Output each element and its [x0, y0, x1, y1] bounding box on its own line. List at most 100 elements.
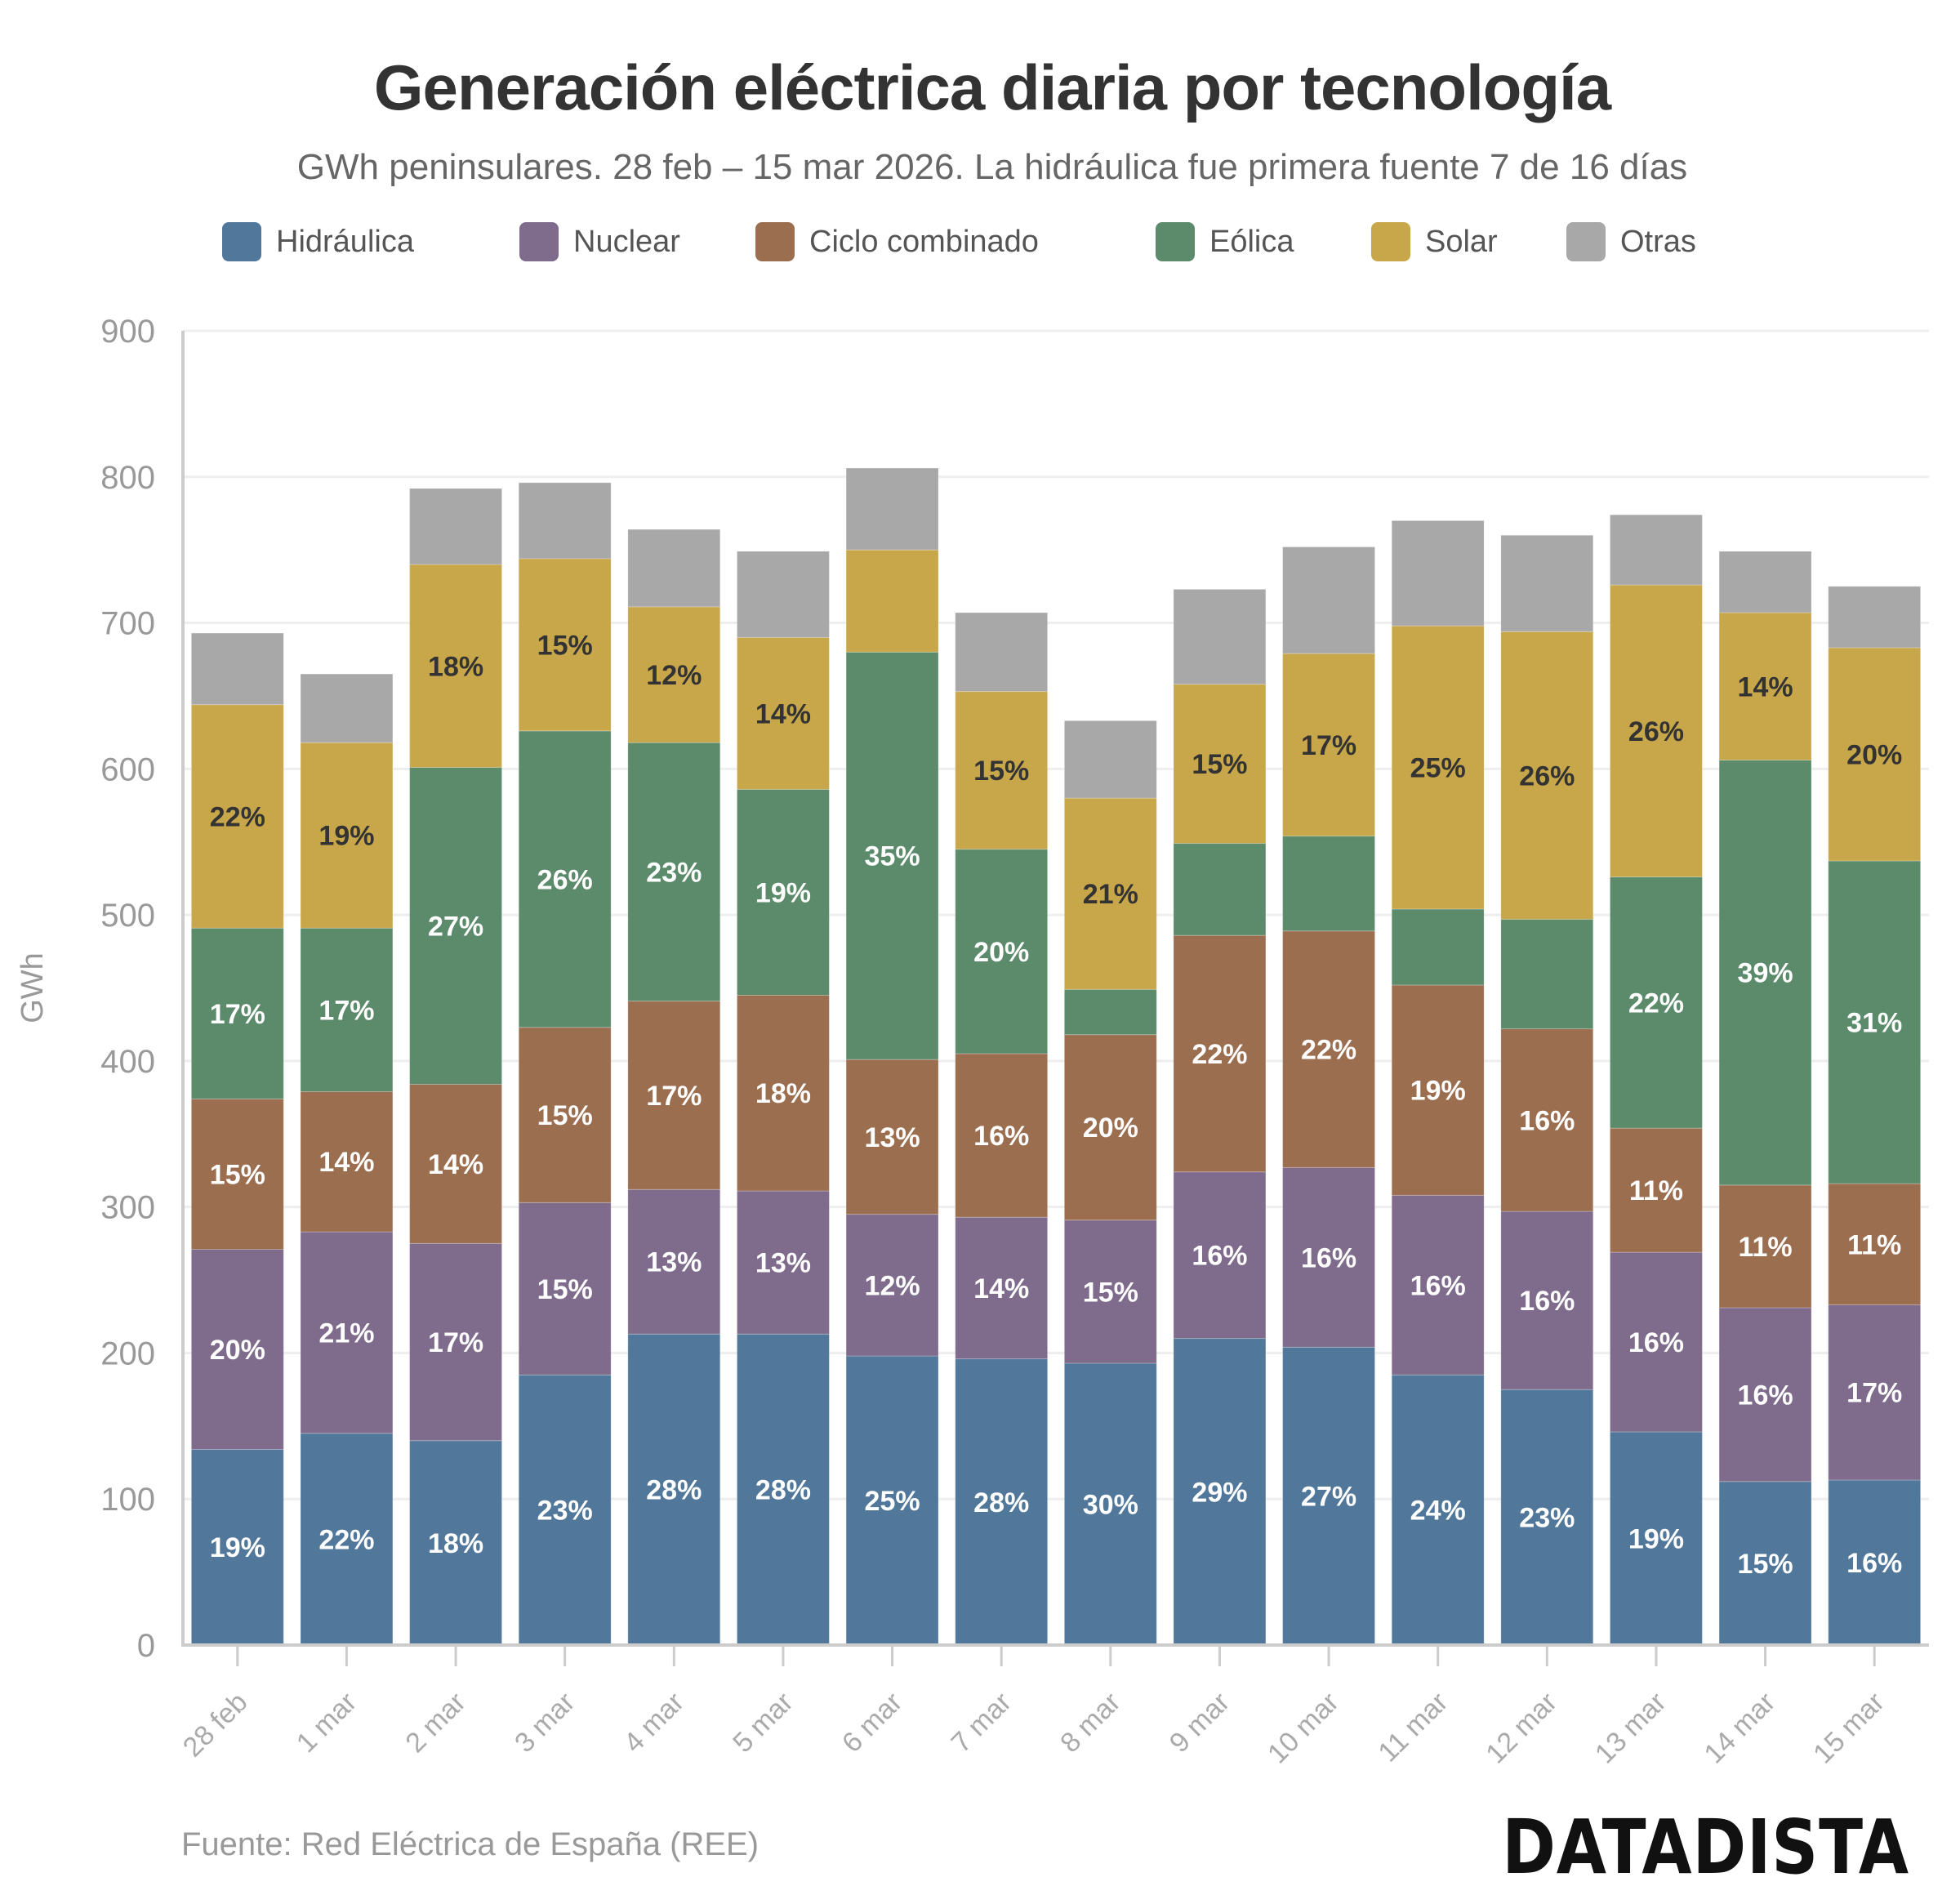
bar-segment-nuclear[interactable]	[1391, 1194, 1485, 1376]
bar-segment-nuclear[interactable]	[736, 1190, 830, 1335]
bar-segment-solar[interactable]	[1063, 797, 1157, 990]
bar-segment-otras[interactable]	[736, 551, 830, 638]
bar-segment-ciclo-combinado[interactable]	[300, 1090, 394, 1233]
y-tick-label: 400	[100, 1044, 155, 1080]
bar-segment-solar[interactable]	[1173, 684, 1267, 845]
bar-segment-solar[interactable]	[1609, 584, 1703, 878]
bar-segment-otras[interactable]	[409, 488, 503, 565]
data-label: 17%	[646, 1081, 702, 1112]
bar-segment-otras[interactable]	[1828, 586, 1922, 649]
bar-segment-hidraulica[interactable]	[1718, 1481, 1812, 1646]
bar-segment-nuclear[interactable]	[300, 1231, 394, 1434]
bar-segment-hidraulica[interactable]	[1173, 1338, 1267, 1646]
bar-segment-eolica[interactable]	[1063, 988, 1157, 1036]
bar-segment-otras[interactable]	[1609, 514, 1703, 586]
x-tick-label: 7 mar	[946, 1687, 1018, 1759]
bar-segment-ciclo-combinado[interactable]	[1063, 1034, 1157, 1221]
bar-segment-nuclear[interactable]	[409, 1242, 503, 1442]
bar-segment-ciclo-combinado[interactable]	[627, 1001, 721, 1190]
bar-segment-otras[interactable]	[845, 467, 939, 551]
bar-segment-eolica[interactable]	[955, 849, 1049, 1055]
bar-segment-eolica[interactable]	[1500, 918, 1594, 1030]
bar-segment-hidraulica[interactable]	[1828, 1479, 1922, 1646]
bar-segment-eolica[interactable]	[736, 788, 830, 996]
bar-segment-nuclear[interactable]	[1063, 1219, 1157, 1364]
bar-segment-ciclo-combinado[interactable]	[1282, 930, 1376, 1168]
bar-segment-hidraulica[interactable]	[409, 1440, 503, 1646]
bar-segment-nuclear[interactable]	[1173, 1171, 1267, 1340]
bar-segment-hidraulica[interactable]	[1391, 1374, 1485, 1646]
bar-segment-solar[interactable]	[409, 564, 503, 769]
bar-segment-eolica[interactable]	[190, 927, 284, 1099]
bar-segment-eolica[interactable]	[518, 730, 612, 1028]
bar-segment-otras[interactable]	[1391, 519, 1485, 626]
bar-segment-ciclo-combinado[interactable]	[1500, 1028, 1594, 1212]
bar-segment-otras[interactable]	[518, 482, 612, 560]
bar-segment-eolica[interactable]	[1282, 836, 1376, 932]
bar-segment-otras[interactable]	[955, 612, 1049, 693]
bar-segment-nuclear[interactable]	[190, 1249, 284, 1450]
legend-label: Solar	[1425, 224, 1498, 259]
legend-item[interactable]: Solar	[1371, 219, 1498, 265]
bar-segment-eolica[interactable]	[845, 651, 939, 1060]
legend-item[interactable]: Otras	[1566, 219, 1696, 265]
data-label: 11%	[1629, 1175, 1683, 1206]
bar-segment-solar[interactable]	[190, 704, 284, 929]
bar-segment-nuclear[interactable]	[1609, 1251, 1703, 1433]
bar-segment-nuclear[interactable]	[845, 1214, 939, 1357]
bar-segment-ciclo-combinado[interactable]	[1609, 1127, 1703, 1253]
bar-segment-ciclo-combinado[interactable]	[1828, 1183, 1922, 1305]
bar-segment-solar[interactable]	[1282, 653, 1376, 837]
bar-segment-solar[interactable]	[736, 636, 830, 790]
bar-segment-eolica[interactable]	[1718, 760, 1812, 1186]
bar-segment-solar[interactable]	[1828, 647, 1922, 862]
bar-segment-otras[interactable]	[1282, 546, 1376, 654]
bar-segment-ciclo-combinado[interactable]	[955, 1053, 1049, 1218]
bar-segment-ciclo-combinado[interactable]	[190, 1098, 284, 1251]
bar-segment-otras[interactable]	[1063, 720, 1157, 799]
bar-segment-otras[interactable]	[300, 673, 394, 743]
data-label: 22%	[318, 1524, 374, 1555]
bar-segment-eolica[interactable]	[409, 767, 503, 1085]
bar-segment-hidraulica[interactable]	[736, 1333, 830, 1646]
bar-segment-hidraulica[interactable]	[627, 1333, 721, 1646]
bar-segment-otras[interactable]	[1173, 588, 1267, 685]
bar-segment-hidraulica[interactable]	[1500, 1389, 1594, 1646]
bar-segment-ciclo-combinado[interactable]	[736, 994, 830, 1192]
bar-segment-ciclo-combinado[interactable]	[518, 1027, 612, 1203]
bar-segment-solar[interactable]	[518, 558, 612, 732]
bar-segment-hidraulica[interactable]	[190, 1448, 284, 1646]
bar-segment-nuclear[interactable]	[1828, 1304, 1922, 1481]
bar-segment-eolica[interactable]	[1391, 908, 1485, 986]
legend-item[interactable]: Ciclo combinado	[755, 219, 1039, 265]
bar-segment-nuclear[interactable]	[1500, 1211, 1594, 1390]
bar-segment-hidraulica[interactable]	[1282, 1346, 1376, 1646]
bar-segment-otras[interactable]	[627, 528, 721, 608]
bar-segment-hidraulica[interactable]	[300, 1433, 394, 1646]
bar-segment-nuclear[interactable]	[1718, 1307, 1812, 1483]
bar-segment-nuclear[interactable]	[955, 1216, 1049, 1360]
bar-segment-hidraulica[interactable]	[845, 1355, 939, 1646]
bar-segment-eolica[interactable]	[300, 927, 394, 1092]
bar-segment-hidraulica[interactable]	[955, 1358, 1049, 1646]
legend-item[interactable]: Eólica	[1156, 219, 1294, 265]
bar-segment-solar[interactable]	[627, 606, 721, 743]
bar-segment-otras[interactable]	[1500, 534, 1594, 632]
bar-segment-nuclear[interactable]	[627, 1188, 721, 1335]
bar-segment-ciclo-combinado[interactable]	[409, 1083, 503, 1244]
bar-segment-solar[interactable]	[1718, 612, 1812, 761]
bar-segment-nuclear[interactable]	[518, 1202, 612, 1376]
bar-segment-otras[interactable]	[1718, 551, 1812, 613]
bar-segment-eolica[interactable]	[1173, 843, 1267, 936]
bar-segment-ciclo-combinado[interactable]	[1173, 934, 1267, 1173]
legend-item[interactable]: Hidráulica	[222, 219, 414, 265]
bar-segment-eolica[interactable]	[1609, 876, 1703, 1129]
legend-item[interactable]: Nuclear	[519, 219, 680, 265]
bar-segment-solar[interactable]	[1391, 625, 1485, 910]
bar-segment-otras[interactable]	[190, 632, 284, 706]
bar-segment-hidraulica[interactable]	[1609, 1431, 1703, 1646]
bar-segment-solar[interactable]	[955, 691, 1049, 850]
bar-segment-ciclo-combinado[interactable]	[1391, 984, 1485, 1196]
bar-segment-solar[interactable]	[845, 549, 939, 653]
bar-segment-hidraulica[interactable]	[1063, 1362, 1157, 1646]
